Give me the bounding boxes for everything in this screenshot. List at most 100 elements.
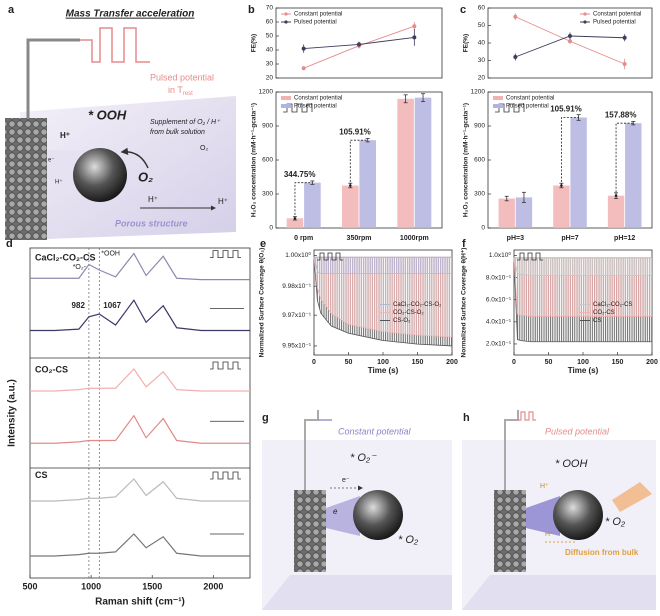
- y-tick-label: 20: [266, 75, 274, 82]
- bar: [359, 140, 377, 228]
- electrode: [494, 490, 526, 572]
- legend-label: Pulsed potential: [593, 20, 636, 26]
- annotation-dot: [348, 184, 352, 187]
- species: H⁺: [55, 179, 63, 186]
- panel-label: f: [462, 238, 466, 250]
- x-tick-label: 1500: [142, 581, 162, 591]
- cell: [20, 96, 236, 240]
- annotation-line: [349, 139, 368, 186]
- pulse-label: in T: [168, 85, 183, 95]
- species: * O₂⁻: [350, 452, 377, 464]
- legend-label: CS-O₂: [393, 318, 411, 324]
- waveform-icon: [210, 471, 241, 480]
- y-tick-label: 0: [269, 225, 273, 232]
- y-tick-label: 8.0x10⁻¹: [486, 274, 512, 281]
- marker: [301, 66, 306, 71]
- x-tick-label: 150: [612, 359, 624, 366]
- catalyst: [553, 490, 603, 540]
- y-tick-label: 50: [266, 33, 274, 40]
- species-label: *O₂-: [73, 264, 87, 271]
- legend-label: Pulsed potential: [294, 20, 337, 26]
- y-tick-label: 30: [266, 61, 274, 68]
- legend-label: Constant potential: [294, 96, 342, 102]
- legend-marker: [583, 20, 587, 24]
- legend-label: Constant potential: [506, 96, 554, 102]
- group-label: CS: [35, 470, 48, 480]
- annotation-line: [294, 182, 313, 219]
- x-tick-label: pH=7: [561, 235, 578, 242]
- oscillation-band: [314, 257, 452, 337]
- y-tick-label: 70: [266, 5, 274, 12]
- y-tick-label: 1.0x10⁰: [489, 251, 512, 259]
- floor: [262, 575, 452, 610]
- legend-label: CaCl₂-CO₂-CS-O₂: [393, 302, 442, 308]
- x-tick-label: pH=3: [507, 235, 524, 242]
- annotation-dot: [614, 194, 618, 197]
- species: * OOH: [88, 107, 127, 122]
- x-tick-label: 1000: [81, 581, 101, 591]
- wire: [26, 38, 80, 118]
- peak-label: 1067: [103, 301, 121, 310]
- pulse-wave: [80, 27, 150, 63]
- legend-label: Pulsed potential: [506, 104, 549, 110]
- legend-marker: [284, 20, 288, 24]
- x-tick-label: 0: [312, 359, 316, 366]
- panel-g: g Constant potential * O₂⁻ e⁻ e * O₂: [262, 410, 452, 610]
- legend-label: CO₂-CS: [593, 310, 615, 316]
- species-label: *OOH: [101, 250, 120, 257]
- annotation-line: [560, 117, 579, 186]
- panel-label: h: [463, 412, 470, 424]
- legend-label: Pulsed potential: [294, 104, 337, 110]
- x-tick-label: pH=12: [614, 235, 635, 242]
- bar: [397, 98, 414, 228]
- lower-envelope: [513, 257, 652, 317]
- waveform-icon: [210, 250, 241, 259]
- x-tick-label: 50: [545, 359, 553, 366]
- bar: [515, 197, 533, 228]
- annotation-dot: [560, 184, 563, 187]
- y-tick-label: 1200: [259, 89, 274, 96]
- panel-label: b: [248, 4, 255, 16]
- marker: [513, 14, 518, 19]
- lower-envelope: [313, 257, 453, 338]
- y-tick-label: 4.0x10⁻¹: [486, 319, 512, 326]
- y-axis-label: Normalized Surface Coverage θ(O₂): [259, 248, 266, 358]
- x-tick-label: 0 rpm: [294, 235, 313, 242]
- bar: [304, 182, 321, 228]
- floor: [462, 575, 656, 610]
- legend-label: Constant potential: [593, 12, 641, 18]
- y-tick-label: 300: [474, 191, 485, 198]
- y-axis-label: FE(%): [251, 34, 258, 52]
- legend-marker: [583, 12, 587, 16]
- species: H⁺: [60, 131, 70, 140]
- bar: [553, 185, 570, 228]
- y-tick-label: 1.00x10⁰: [285, 251, 311, 259]
- marker: [357, 42, 361, 47]
- y-tick-label: 2.0x10⁻¹: [486, 341, 512, 348]
- spectrum: [30, 252, 250, 281]
- electron: e⁻: [48, 158, 55, 164]
- species: O₂: [200, 145, 208, 152]
- species: H⁺: [540, 483, 549, 490]
- panel-h: h Pulsed potential * OOH H⁺ H⁺ * O₂ Diff…: [462, 410, 656, 610]
- spectrum: [30, 414, 250, 444]
- waveform-icon: [210, 361, 241, 370]
- electron: e: [333, 507, 338, 516]
- x-tick-label: 500: [22, 581, 37, 591]
- y-tick-label: 900: [474, 123, 485, 130]
- catalyst: [73, 148, 127, 202]
- electrode: [5, 118, 47, 240]
- panel-label: d: [6, 238, 13, 250]
- y-tick-label: 40: [266, 47, 274, 54]
- cone: [326, 496, 360, 536]
- annotation-line: [615, 122, 634, 196]
- x-tick-label: 150: [412, 359, 424, 366]
- electrode: [294, 490, 326, 572]
- x-axis-label: Raman shift (cm⁻¹): [95, 597, 185, 608]
- lower-envelope: [513, 257, 652, 343]
- x-axis-label: Time (s): [368, 366, 399, 375]
- marker: [412, 35, 417, 40]
- pulse-label: in Trest: [168, 85, 193, 96]
- diffusion-arrow: [612, 482, 652, 512]
- spectrum: [30, 533, 250, 557]
